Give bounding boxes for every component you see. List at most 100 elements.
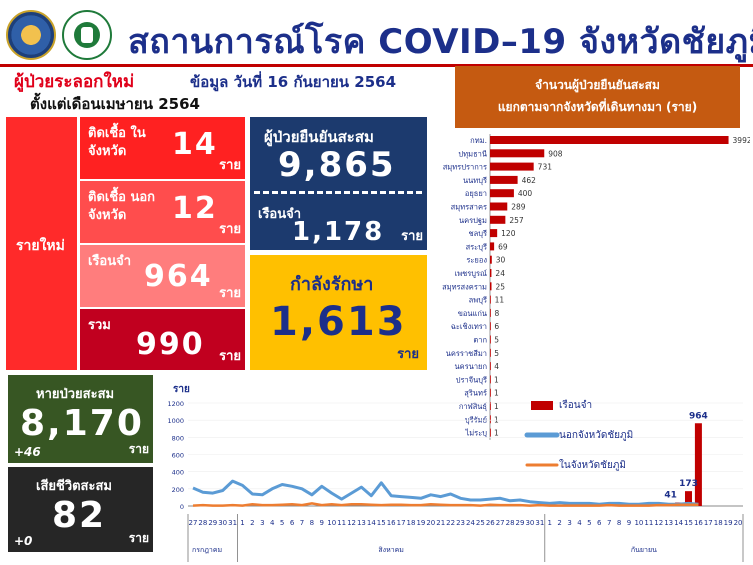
province-value-label: 30	[496, 256, 506, 265]
out-province-card: ติดเชื้อ นอกจังหวัด 12 ราย	[80, 181, 245, 243]
data-label: 173	[679, 479, 698, 489]
page-title: สถานการณ์โรค COVID–19 จังหวัดชัยภูมิ	[128, 22, 753, 62]
x-tick-label: 20	[734, 519, 743, 527]
date-label: ข้อมูล วันที่ 16 กันยายน 2564	[190, 73, 397, 91]
recovered-title: หายป่วยสะสม	[36, 387, 115, 402]
province-bar	[490, 295, 491, 304]
province-tick-label: เพชรบูรณ์	[455, 269, 487, 278]
province-value-label: 1	[494, 389, 499, 398]
province-value-label: 5	[494, 336, 499, 345]
x-tick-label: 10	[327, 519, 336, 527]
province-bar	[490, 362, 491, 371]
x-tick-label: 6	[290, 519, 295, 527]
x-tick-label: 16	[387, 519, 396, 527]
x-tick-label: 22	[446, 519, 455, 527]
province-tick-label: สระบุรี	[466, 242, 487, 251]
total-value: 990	[136, 327, 205, 362]
x-tick-label: 11	[644, 519, 653, 527]
province-bar-chart: กทม. 3992 ปทุมธานี 908 สมุทรปราการ 731 นนทบุรี…	[442, 134, 750, 440]
x-tick-label: 2	[250, 519, 254, 527]
x-tick-label: 9	[627, 519, 631, 527]
x-tick-label: 13	[664, 519, 673, 527]
x-tick-label: 13	[357, 519, 366, 527]
province-tick-label: บุรีรัมย์	[465, 415, 487, 424]
province-bar	[490, 335, 491, 344]
province-value-label: 1	[494, 375, 499, 384]
province-bar	[490, 269, 492, 277]
x-tick-label: 10	[634, 519, 643, 527]
month-label: กรกฎาคม	[192, 546, 222, 554]
in-province-unit: ราย	[219, 158, 241, 173]
province-bar	[490, 202, 508, 211]
month-label: กันยายน	[631, 546, 657, 554]
province-value-label: 1	[494, 429, 499, 438]
province-value-label: 120	[501, 229, 516, 238]
y-tick-label: 1200	[167, 400, 184, 408]
data-label: 964	[689, 411, 708, 421]
recovered-delta: +46	[14, 445, 41, 459]
total-unit: ราย	[219, 349, 241, 364]
x-tick-label: 26	[486, 519, 495, 527]
out-province-label: ติดเชื้อ นอกจังหวัด	[88, 190, 156, 223]
x-tick-label: 8	[310, 519, 314, 527]
cumulative-prison-value: 1,178	[292, 217, 385, 247]
province-value-label: 25	[495, 282, 505, 291]
y-axis-title: ราย	[173, 384, 190, 395]
new-cases-side-label: รายใหม่	[6, 117, 77, 370]
x-tick-label: 11	[337, 519, 346, 527]
in-province-card: ติดเชื้อ ในจังหวัด 14 ราย	[80, 117, 245, 179]
month-label: สิงหาคม	[378, 546, 404, 554]
province-bar	[490, 149, 545, 158]
x-tick-label: 28	[198, 519, 207, 527]
province-tick-label: ฉะเชิงเทรา	[451, 322, 487, 331]
new-cases-heading: ผู้ป่วยระลอกใหม่	[14, 72, 135, 92]
data-label: 41	[664, 490, 677, 500]
treating-title: กำลังรักษา	[290, 274, 374, 295]
x-tick-label: 19	[724, 519, 733, 527]
treating-card: กำลังรักษา 1,613 ราย	[250, 255, 427, 370]
y-tick-label: 1000	[167, 417, 184, 425]
x-tick-label: 20	[426, 519, 435, 527]
province-bar	[490, 415, 491, 424]
in-province-label: ติดเชื้อ ในจังหวัด	[88, 126, 146, 159]
province-value-label: 5	[494, 349, 499, 358]
y-tick-label: 200	[172, 486, 184, 494]
prison-card: เรือนจำ 964 ราย	[80, 245, 245, 307]
deaths-card: เสียชีวิตสะสม 82 +0 ราย	[8, 467, 153, 552]
ministry-logo	[62, 10, 112, 60]
out-province-value: 12	[172, 191, 218, 226]
deaths-delta: +0	[14, 534, 33, 548]
province-bar	[490, 189, 514, 198]
province-bar	[490, 255, 492, 264]
recovered-unit: ราย	[128, 442, 149, 456]
cumulative-divider	[254, 191, 422, 194]
province-tick-label: ขอนแก่น	[458, 309, 487, 318]
x-tick-label: 1	[240, 519, 244, 527]
x-tick-label: 30	[525, 519, 534, 527]
x-tick-label: 28	[506, 519, 515, 527]
cumulative-value: 9,865	[278, 145, 396, 185]
province-bar	[490, 162, 534, 171]
province-tick-label: ปราจีนบุรี	[456, 375, 487, 384]
new-cases-side-text: รายใหม่	[16, 238, 65, 254]
province-chart-title-line1: จำนวนผู้ป่วยยืนยันสะสม	[535, 78, 660, 92]
out-province-line	[192, 479, 699, 506]
x-tick-label: 8	[617, 519, 621, 527]
province-tick-label: อยุธยา	[465, 189, 487, 198]
x-tick-label: 18	[407, 519, 416, 527]
province-bar	[490, 229, 498, 238]
total-label: รวม	[88, 318, 111, 333]
deaths-value: 82	[52, 495, 107, 536]
x-tick-label: 14	[674, 519, 683, 527]
x-tick-label: 23	[456, 519, 465, 527]
in-province-line	[192, 502, 699, 507]
province-bar	[490, 348, 491, 357]
province-tick-label: นครปฐม	[459, 216, 487, 225]
province-tick-label: สุรินทร์	[464, 389, 487, 398]
province-tick-label: ไม่ระบุ	[464, 429, 487, 438]
province-bar	[490, 282, 492, 291]
province-value-label: 731	[538, 163, 553, 172]
deaths-unit: ราย	[128, 531, 149, 545]
recovered-value: 8,170	[20, 403, 144, 444]
cumulative-prison-label: เรือนจำ	[258, 207, 302, 222]
